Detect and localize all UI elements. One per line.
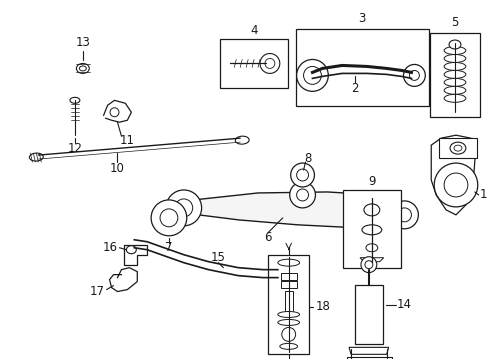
Polygon shape — [430, 135, 475, 215]
Circle shape — [360, 257, 376, 273]
Ellipse shape — [449, 142, 465, 154]
Polygon shape — [359, 258, 383, 262]
Circle shape — [408, 71, 419, 80]
Circle shape — [281, 328, 295, 341]
Text: 6: 6 — [264, 231, 271, 244]
Text: 9: 9 — [367, 175, 375, 189]
Bar — [280, 280, 296, 288]
Bar — [354, 285, 382, 345]
Bar — [429, 32, 479, 117]
Ellipse shape — [453, 145, 461, 151]
Ellipse shape — [443, 78, 465, 86]
Ellipse shape — [443, 46, 465, 54]
Ellipse shape — [443, 54, 465, 62]
Circle shape — [303, 67, 321, 84]
Ellipse shape — [277, 311, 299, 318]
Circle shape — [296, 169, 308, 181]
Ellipse shape — [76, 63, 89, 73]
Text: 18: 18 — [315, 300, 329, 313]
Ellipse shape — [277, 259, 299, 266]
Ellipse shape — [126, 246, 136, 254]
Text: 2: 2 — [350, 82, 358, 95]
Circle shape — [403, 64, 425, 86]
Circle shape — [443, 173, 467, 197]
Circle shape — [296, 189, 308, 201]
Text: 4: 4 — [250, 24, 257, 37]
Text: 8: 8 — [303, 152, 310, 165]
Polygon shape — [124, 245, 147, 265]
Circle shape — [397, 208, 410, 222]
Text: 15: 15 — [210, 251, 225, 264]
Circle shape — [151, 200, 186, 236]
Ellipse shape — [29, 153, 43, 161]
Text: 16: 16 — [102, 241, 117, 254]
Polygon shape — [174, 192, 416, 230]
Polygon shape — [346, 357, 391, 360]
Text: 12: 12 — [67, 141, 82, 155]
Circle shape — [296, 59, 327, 91]
Polygon shape — [348, 347, 388, 354]
Bar — [343, 190, 400, 268]
Bar — [438, 138, 476, 158]
Bar — [220, 39, 287, 88]
Circle shape — [433, 163, 477, 207]
Text: 10: 10 — [110, 162, 124, 175]
Ellipse shape — [361, 225, 381, 235]
Ellipse shape — [448, 40, 460, 49]
Text: 17: 17 — [89, 285, 104, 298]
Ellipse shape — [443, 86, 465, 94]
Bar — [267, 255, 309, 354]
Circle shape — [260, 54, 279, 73]
Ellipse shape — [277, 319, 299, 325]
Text: 11: 11 — [120, 134, 135, 147]
Circle shape — [264, 58, 274, 68]
Bar — [284, 291, 292, 312]
Bar — [295, 28, 428, 106]
Circle shape — [290, 163, 314, 187]
Ellipse shape — [275, 270, 285, 278]
Circle shape — [390, 201, 418, 229]
Ellipse shape — [79, 66, 86, 71]
Text: 13: 13 — [75, 36, 90, 49]
Ellipse shape — [110, 108, 119, 117]
Text: 5: 5 — [450, 16, 458, 29]
Ellipse shape — [235, 136, 248, 144]
Circle shape — [160, 209, 178, 227]
Ellipse shape — [70, 97, 80, 103]
Ellipse shape — [443, 62, 465, 71]
Text: 7: 7 — [165, 241, 172, 254]
Ellipse shape — [443, 71, 465, 78]
Ellipse shape — [365, 244, 377, 252]
Ellipse shape — [279, 343, 297, 349]
Circle shape — [364, 261, 372, 269]
Circle shape — [175, 199, 192, 217]
Circle shape — [289, 182, 315, 208]
Text: 1: 1 — [479, 188, 486, 202]
Ellipse shape — [363, 204, 379, 216]
Circle shape — [165, 190, 201, 226]
Text: 14: 14 — [396, 298, 411, 311]
Text: 3: 3 — [358, 12, 365, 25]
Ellipse shape — [443, 94, 465, 102]
Bar — [280, 273, 296, 280]
